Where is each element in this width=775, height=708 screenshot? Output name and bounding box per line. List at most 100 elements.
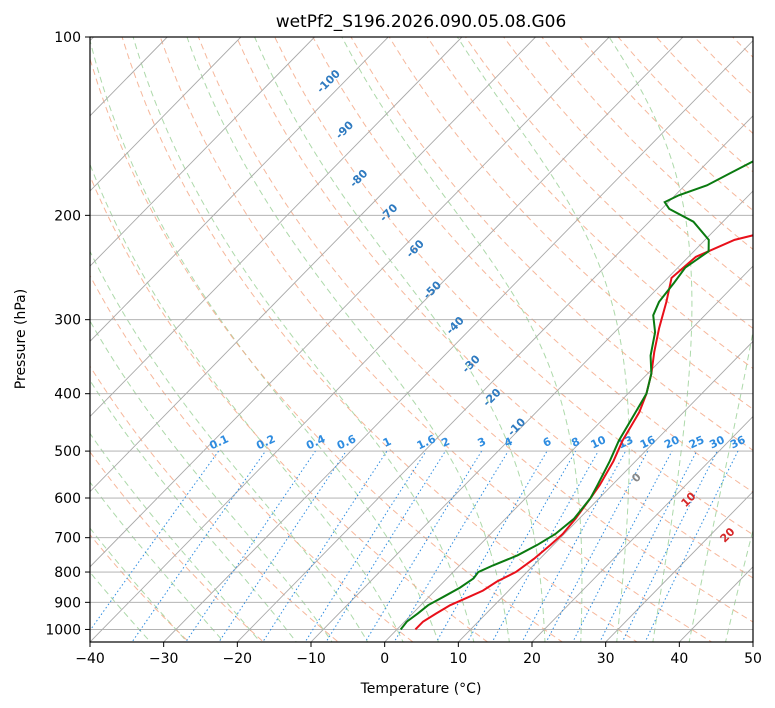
y-tick-label: 700 <box>54 531 81 547</box>
mixing-ratio-line <box>435 450 548 642</box>
dry-adiabat-label: -20 <box>480 386 503 409</box>
dry-adiabat-label: -100 <box>314 67 343 96</box>
mixing-ratio-label: 10 <box>589 433 609 451</box>
line-labels: 0.1 0.2 0.4 0.6 1 1.6 2 3 4 6 8 10 13 16 20 25 30 36-100-… <box>207 67 775 573</box>
mixing-ratio-label: 1 <box>381 435 393 450</box>
moist-adiabat-label: 20 <box>718 525 738 545</box>
moist-adiabat-line <box>608 37 693 642</box>
moist-adiabat-line <box>90 527 188 642</box>
isotherm-line <box>310 190 753 642</box>
mixing-ratio-label: 2 <box>439 435 451 450</box>
y-tick-label: 600 <box>54 491 81 507</box>
chart-title: wetPf2_S196.2026.090.05.08.G06 <box>276 12 567 32</box>
moist-adiabat-line <box>254 37 546 642</box>
isobars <box>90 37 753 630</box>
mixing-ratio-label: 3 <box>476 435 488 450</box>
mixing-ratio-line <box>262 450 388 642</box>
isotherm-line <box>90 37 463 418</box>
isotherms <box>90 37 753 642</box>
dry-adiabat-label: -80 <box>347 167 370 190</box>
mixing-ratio-label: 0.2 <box>254 432 277 452</box>
moist-adiabat-label: 30 <box>764 553 775 573</box>
x-tick-label: 50 <box>744 651 762 667</box>
isotherm-line <box>90 37 315 267</box>
x-tick-label: 30 <box>597 651 615 667</box>
isotherm-line <box>384 265 753 642</box>
isotherm-line <box>90 37 536 493</box>
mixing-ratio-label: 1.6 <box>415 432 438 452</box>
y-tick-label: 400 <box>54 387 81 403</box>
x-tick-label: −10 <box>296 651 326 667</box>
dry-adiabat-line <box>579 37 753 212</box>
isotherm-line <box>236 115 753 642</box>
isotherm-line <box>163 39 753 642</box>
isotherm-line <box>457 340 753 642</box>
y-tick-label: 500 <box>54 444 81 460</box>
mixing-ratio-line <box>644 450 739 642</box>
mixing-ratio-line <box>90 450 220 632</box>
moist-adiabat-line <box>725 528 753 642</box>
dry-adiabat-label: -30 <box>460 352 483 375</box>
mixing-ratio-label: 0.1 <box>207 432 230 452</box>
y-tick-label: 1000 <box>45 622 81 638</box>
moist-adiabat-label: 10 <box>679 490 699 510</box>
mixing-ratio-line <box>545 450 649 642</box>
dry-adiabat-line <box>388 37 753 410</box>
moist-adiabat-line <box>90 250 369 642</box>
dry-adiabat-line <box>771 37 775 654</box>
isotherm-line <box>605 491 753 642</box>
isotherm-line <box>90 37 610 568</box>
mixing-ratio-line <box>304 450 427 642</box>
moist-adiabat-line <box>688 328 753 642</box>
x-tick-label: −20 <box>223 651 253 667</box>
moist-adiabat-line <box>90 379 297 642</box>
dry-adiabat-label: -70 <box>377 201 400 224</box>
moist-adiabat-line <box>90 432 261 642</box>
dewpoint-series-line <box>399 160 753 631</box>
moist-adiabat-line <box>90 320 333 642</box>
x-axis-ticks: −40 −30 −20 −10 0 10 20 30 40 50 <box>75 642 762 667</box>
dry-adiabat-label: -50 <box>421 278 444 301</box>
plot-frame <box>89 36 754 643</box>
moist-adiabat-line <box>132 37 475 642</box>
dry-adiabat-line <box>90 274 414 642</box>
moist-adiabat-line <box>341 37 583 642</box>
mixing-ratio-line <box>185 450 316 642</box>
y-tick-label: 900 <box>54 595 81 611</box>
dry-adiabat-line <box>694 37 753 96</box>
x-axis-label: Temperature (°C) <box>360 681 482 697</box>
isotherm-line <box>90 37 684 642</box>
dry-adiabat-line <box>465 37 753 329</box>
mixing-ratio-label: 30 <box>707 433 727 451</box>
dry-adiabat-line <box>90 533 190 642</box>
mixing-ratio-line <box>521 450 627 642</box>
dry-adiabat-label: -90 <box>333 118 356 141</box>
dry-adiabat-line <box>159 37 713 642</box>
y-tick-label: 300 <box>54 313 81 329</box>
isotherm-line <box>90 37 389 342</box>
dry-adiabat-line <box>350 37 753 451</box>
mixing-ratio-line <box>218 450 347 642</box>
dry-adiabat-label: -40 <box>444 314 467 337</box>
x-tick-label: 20 <box>523 651 541 667</box>
mixing-ratio-label: 6 <box>541 435 554 450</box>
isotherm-line <box>678 566 753 642</box>
mixing-ratio-line <box>466 450 577 642</box>
mixing-ratio-label: 0.4 <box>304 432 327 452</box>
dry-adiabat-line <box>121 37 638 642</box>
dry-adiabat-line <box>90 56 564 642</box>
isotherm-line <box>752 641 753 642</box>
x-tick-label: 10 <box>449 651 467 667</box>
y-tick-label: 800 <box>54 565 81 581</box>
dry-adiabat-line <box>90 451 265 642</box>
isotherm-line <box>531 415 753 642</box>
mixing-ratio-label: 16 <box>638 433 658 451</box>
dry-adiabat-line <box>90 365 339 642</box>
mixing-ratio-label: 36 <box>728 433 748 451</box>
x-tick-label: −40 <box>75 651 105 667</box>
dry-adiabat-line <box>617 37 753 173</box>
mixing-ratio-line <box>364 450 483 642</box>
x-tick-label: 0 <box>380 651 389 667</box>
dry-adiabat-line <box>197 37 753 623</box>
